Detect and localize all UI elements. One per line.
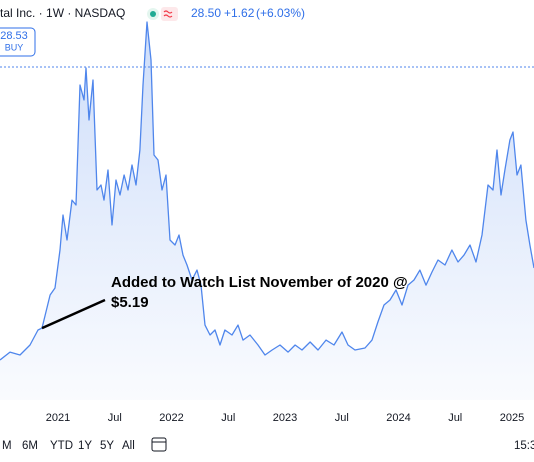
- last-price: 28.50: [191, 6, 221, 20]
- x-tick-label: 2023: [273, 412, 297, 424]
- range-button[interactable]: 6M: [22, 440, 38, 452]
- x-tick-label: 2021: [46, 412, 70, 424]
- x-tick-label: Jul: [335, 412, 349, 424]
- range-button[interactable]: M: [2, 440, 12, 452]
- buy-label: BUY: [5, 42, 24, 52]
- price-change: +1.62: [224, 6, 255, 20]
- buy-price: 28.53: [0, 30, 28, 42]
- x-tick-label: Jul: [108, 412, 122, 424]
- price-change-pct: (+6.03%): [256, 6, 305, 20]
- annotation-text: $5.19: [111, 294, 149, 311]
- annotation-pointer: [41, 298, 106, 330]
- symbol-info: tal Inc. · 1W · NASDAQ: [0, 6, 125, 20]
- range-button[interactable]: 5Y: [100, 440, 114, 452]
- x-tick-label: Jul: [221, 412, 235, 424]
- x-tick-label: 2025: [500, 412, 524, 424]
- plot-area: [0, 21, 534, 400]
- clock: 15:3: [514, 440, 534, 452]
- range-toolbar: M 6M YTD 1Y 5Y All: [2, 440, 135, 452]
- market-icon-wave: [163, 10, 173, 18]
- price-line-series: [0, 21, 534, 361]
- x-tick-label: 2024: [386, 412, 410, 424]
- market-icon: [161, 7, 178, 21]
- range-button[interactable]: 1Y: [78, 440, 92, 452]
- calendar-icon[interactable]: [151, 437, 167, 452]
- x-tick-label: 2022: [159, 412, 183, 424]
- x-tick-label: Jul: [448, 412, 462, 424]
- range-button[interactable]: All: [122, 440, 135, 452]
- status-dot: [150, 11, 156, 17]
- annotation-text: Added to Watch List November of 2020 @: [111, 274, 408, 291]
- buy-button[interactable]: [0, 27, 36, 57]
- area-fill: [0, 22, 534, 400]
- range-button[interactable]: YTD: [50, 440, 73, 452]
